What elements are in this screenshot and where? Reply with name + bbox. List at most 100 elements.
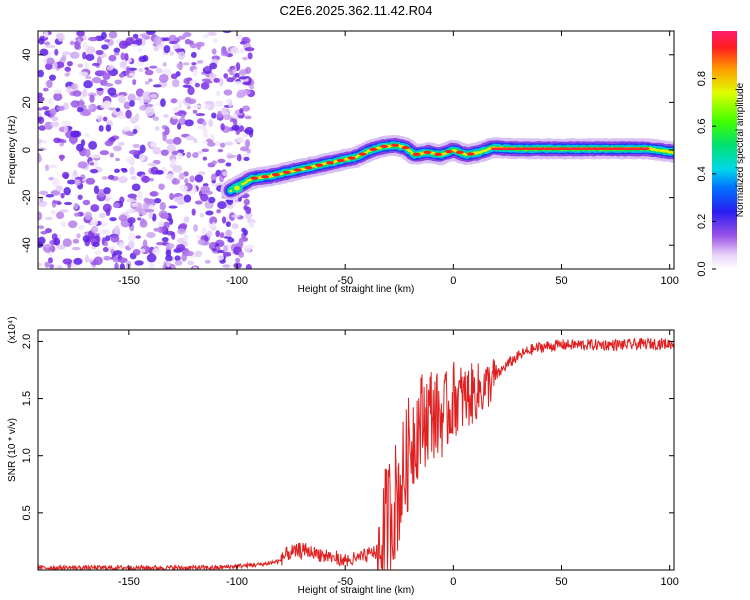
noise-blob (224, 141, 234, 146)
snr-frame (37, 329, 675, 571)
noise-blob (67, 179, 76, 185)
noise-blob (60, 220, 66, 228)
noise-blob (100, 31, 107, 40)
noise-blob (160, 98, 166, 108)
noise-blob (198, 171, 206, 176)
noise-blob (103, 82, 114, 87)
noise-blob (214, 140, 222, 147)
snr-y-tick-label: 1.5 (21, 391, 33, 406)
spectrogram-y-tick-label: 40 (21, 49, 33, 61)
noise-blob (192, 152, 199, 159)
noise-blob (135, 38, 143, 43)
noise-blob (204, 259, 211, 264)
noise-blob (194, 174, 204, 183)
noise-blob (52, 200, 62, 204)
noise-blob (84, 75, 92, 80)
noise-blob (200, 185, 211, 194)
noise-blob (131, 183, 141, 192)
noise-blob (222, 264, 231, 268)
noise-blob (114, 168, 120, 173)
noise-blob (146, 31, 156, 35)
noise-blob (107, 87, 117, 96)
noise-blob (153, 35, 162, 45)
noise-blob (220, 50, 229, 57)
noise-blob (109, 217, 117, 222)
noise-blob (136, 96, 142, 101)
noise-blob (207, 141, 216, 147)
noise-blob (247, 52, 253, 60)
noise-blob (211, 247, 217, 252)
noise-blob (149, 93, 158, 99)
noise-blob (148, 78, 153, 83)
noise-blob (96, 115, 104, 123)
noise-blob (63, 125, 69, 133)
noise-blob (152, 247, 161, 256)
noise-blob (101, 176, 109, 180)
noise-blob (203, 104, 211, 109)
noise-blob (226, 77, 235, 83)
noise-blob (141, 175, 151, 183)
noise-blob (209, 216, 218, 225)
noise-blob (115, 107, 121, 112)
noise-blob (76, 233, 81, 239)
noise-blob (187, 98, 197, 104)
snr-y-tick-label: 2.0 (21, 334, 33, 349)
noise-blob (165, 173, 175, 181)
noise-blob (102, 203, 112, 213)
noise-blob (72, 238, 80, 244)
noise-blob (202, 183, 209, 187)
noise-blob (127, 209, 134, 214)
noise-blob (241, 105, 251, 112)
noise-blob (182, 32, 192, 38)
noise-blob (170, 98, 178, 104)
noise-blob (201, 148, 209, 153)
noise-blob (49, 74, 56, 81)
noise-blob (146, 231, 156, 239)
noise-blob (231, 124, 240, 131)
noise-blob (158, 183, 165, 191)
noise-blob (220, 123, 225, 131)
noise-blob (171, 178, 181, 185)
noise-blob (222, 251, 232, 257)
colorbar-tick-label: 0.2 (696, 214, 708, 229)
noise-blob (165, 249, 172, 257)
noise-blob (230, 46, 240, 55)
noise-blob (144, 103, 154, 108)
noise-blob (113, 250, 123, 256)
noise-blob (162, 132, 167, 142)
noise-blob (177, 35, 186, 40)
snr-x-tick-label: -50 (337, 576, 353, 588)
noise-blob (244, 47, 255, 52)
noise-blob (242, 81, 252, 86)
noise-blob (186, 151, 192, 159)
noise-blob (83, 80, 93, 89)
noise-blob (117, 94, 126, 104)
noise-blob (84, 254, 90, 263)
snr-y-multiplier: (x10⁴) (7, 316, 18, 343)
ridge-peak (434, 152, 443, 156)
noise-blob (61, 120, 71, 127)
spectrogram-y-tick-label: -40 (21, 237, 33, 253)
noise-blob (200, 81, 210, 90)
colorbar-label: Normalized spectral amplitude (735, 82, 746, 217)
noise-blob (108, 136, 117, 142)
noise-blob (101, 44, 109, 50)
noise-blob (57, 32, 65, 42)
noise-blob (130, 176, 137, 180)
noise-blob (145, 107, 155, 117)
noise-blob (168, 205, 178, 209)
noise-blob (174, 260, 183, 266)
colorbar: 0.0 0.2 0.4 0.6 0.8 Normalized spectral ampl… (696, 31, 746, 277)
noise-blob (84, 211, 93, 221)
noise-blob (125, 109, 132, 119)
noise-blob (192, 68, 198, 77)
noise-blob (89, 168, 99, 174)
snr-y-tick-label: 1.0 (21, 448, 33, 463)
noise-blob (78, 71, 89, 77)
noise-blob (135, 235, 141, 239)
spectrogram-x-label: Height of straight line (km) (298, 284, 415, 295)
noise-blob (118, 141, 125, 147)
noise-blob (181, 253, 187, 262)
noise-blob (172, 107, 182, 113)
noise-blob (117, 257, 128, 263)
